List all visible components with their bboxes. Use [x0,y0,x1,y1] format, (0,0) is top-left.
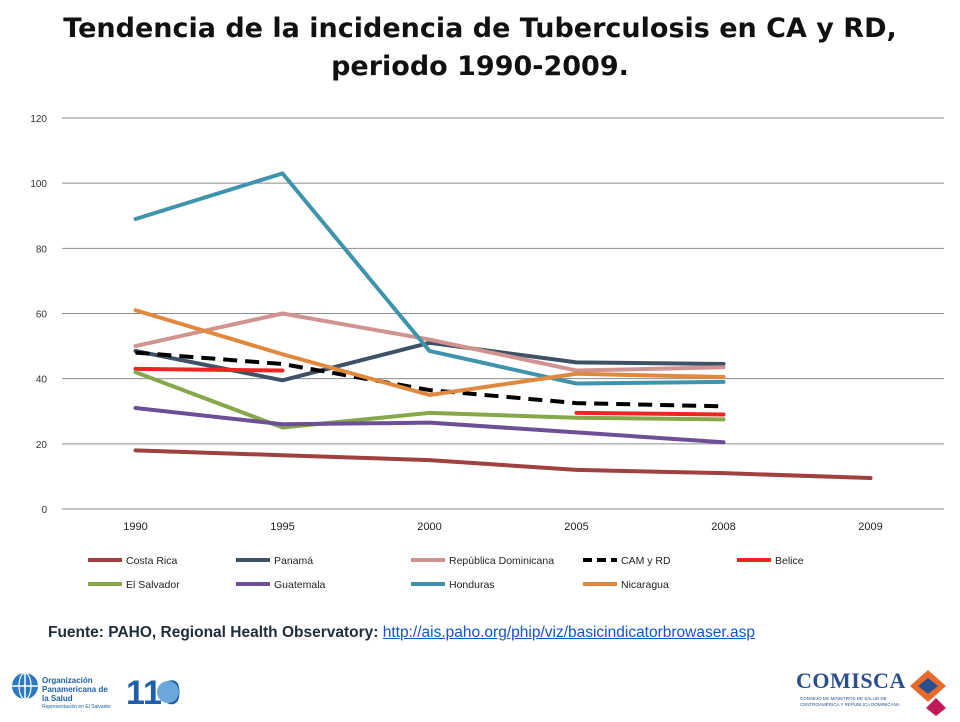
source-link[interactable]: http://ais.paho.org/phip/viz/basicindica… [382,624,755,641]
chart-title: Tendencia de la incidencia de Tuberculos… [63,13,897,82]
legend-label: El Salvador [126,579,180,591]
comisca-name: COMISCA [796,668,906,693]
gridlines [62,117,944,510]
y-tick-label: 60 [36,310,48,321]
line-chart: 0 20 40 60 80 100 120 1990 1995 2000 2005 2008 2009… [30,114,944,591]
series-line-honduras [133,171,726,386]
legend-label: Costa Rica [126,555,178,567]
y-tick-label: 40 [36,375,48,386]
y-tick-label: 120 [30,114,47,125]
y-axis-ticks: 0 20 40 60 80 100 120 [30,114,47,516]
anniversary-logo: 110 [124,668,184,718]
legend-label: Belice [775,555,804,567]
x-tick-label: 2000 [417,521,441,533]
anniversary-emblem: 110 [126,674,181,712]
series-line-rep-blica-dominicana [133,311,726,373]
legend-label: CAM y RD [621,555,671,567]
legend: Costa Rica Panamá República Dominicana CAM … [88,555,804,591]
series-line-el-salvador [133,370,726,430]
paho-name: Organización Panamericana de la Salud [42,676,108,703]
y-tick-label: 80 [36,244,48,255]
series-line-belice [133,366,285,373]
legend-label: República Dominicana [449,555,554,567]
x-tick-label: 1995 [270,521,294,533]
series-line-guatemala [133,405,726,445]
paho-sub: Representación en El Salvador [42,704,111,710]
source-note: Fuente: PAHO, Regional Health Observator… [48,624,755,642]
comisca-logo: COMISCA CONSEJO DE MINISTROS DE SALUD DE… [790,664,950,718]
source-label: Fuente: PAHO, Regional Health Observator… [48,624,379,641]
comisca-emblem [910,670,946,716]
x-tick-label: 1990 [123,521,147,533]
x-tick-label: 2005 [564,521,588,533]
series-line-costa-rica [133,448,873,481]
globe-icon [12,672,38,700]
x-tick-label: 2009 [858,521,882,533]
legend-label: Panamá [274,555,313,567]
x-axis-ticks: 1990 1995 2000 2005 2008 2009 [123,521,882,533]
comisca-sub: CONSEJO DE MINISTROS DE SALUD DE CENTROA… [800,696,900,707]
legend-label: Nicaragua [621,579,669,591]
x-tick-label: 2008 [711,521,735,533]
y-tick-label: 100 [30,179,47,190]
y-tick-label: 0 [41,505,47,516]
legend-label: Honduras [449,579,495,591]
series-line-cam-y-rd [135,350,724,409]
y-tick-label: 20 [36,440,48,451]
legend-label: Guatemala [274,579,326,591]
paho-logo: Organización Panamericana de la Salud Re… [10,670,120,718]
series-line-belice [574,410,726,417]
series-lines [133,171,873,481]
series-line-nicaragua [133,308,726,397]
